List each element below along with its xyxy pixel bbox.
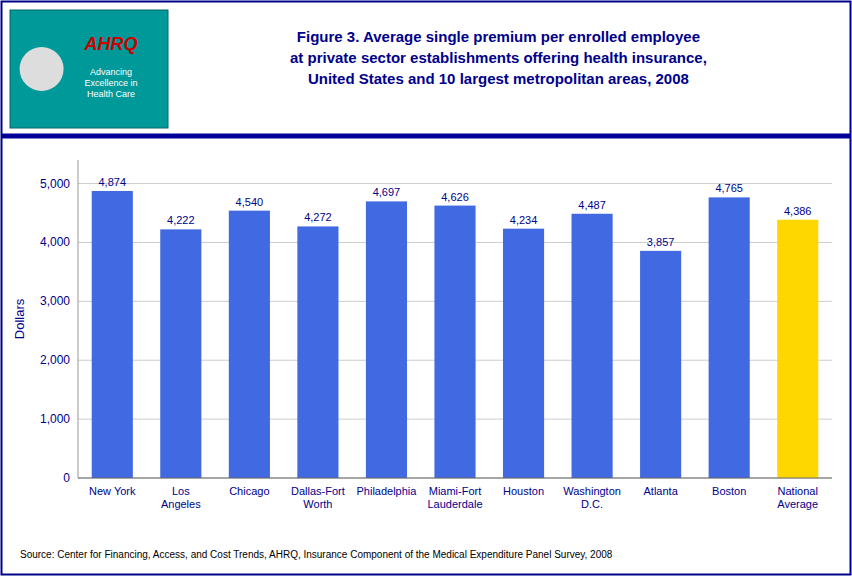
logo-tagline: AdvancingExcellence inHealth Care	[85, 67, 138, 99]
y-tick-label: 5,000	[40, 177, 70, 191]
text-line: Atlanta	[644, 485, 679, 497]
text-line: Miami-Fort	[429, 485, 482, 497]
text-line: National	[778, 485, 818, 497]
y-tick-label: 3,000	[40, 294, 70, 308]
x-tick-label: Chicago	[229, 485, 269, 497]
bar	[297, 226, 338, 478]
data-label: 4,540	[236, 196, 264, 208]
text-line: United States and 10 largest metropolita…	[308, 70, 689, 87]
logo-box	[10, 10, 168, 128]
page-border	[2, 2, 851, 575]
text-line: Angeles	[161, 498, 201, 510]
y-tick-label: 2,000	[40, 353, 70, 367]
chart-svg: AHRQ AdvancingExcellence inHealth Care Fig…	[0, 0, 852, 576]
bar	[160, 229, 201, 478]
text-line: Washington	[563, 485, 621, 497]
x-tick-label: WashingtonD.C.	[563, 485, 621, 510]
data-label: 3,857	[647, 236, 675, 248]
text-line: Lauderdale	[427, 498, 482, 510]
x-axis-line	[78, 478, 832, 479]
x-tick-label: Boston	[712, 485, 746, 497]
bar	[434, 206, 475, 478]
data-label: 4,487	[578, 199, 606, 211]
data-label: 4,386	[784, 205, 812, 217]
text-line: Health Care	[87, 89, 135, 99]
source-note: Source: Center for Financing, Access, an…	[20, 549, 613, 560]
data-label: 4,222	[167, 214, 195, 226]
text-line: Boston	[712, 485, 746, 497]
text-line: Figure 3. Average single premium per enr…	[297, 28, 700, 45]
data-label: 4,697	[373, 186, 401, 198]
text-line: New York	[89, 485, 136, 497]
logo-title: AHRQ	[84, 34, 138, 54]
data-label: 4,626	[441, 191, 469, 203]
bar	[572, 214, 613, 478]
bar	[640, 251, 681, 478]
text-line: Chicago	[229, 485, 269, 497]
x-tick-label: New York	[89, 485, 136, 497]
x-tick-label: NationalAverage	[777, 485, 818, 510]
x-tick-label: Houston	[503, 485, 544, 497]
data-label: 4,765	[715, 182, 743, 194]
data-label: 4,272	[304, 211, 332, 223]
text-line: Excellence in	[85, 78, 138, 88]
x-tick-label: Atlanta	[644, 485, 679, 497]
y-axis-line	[78, 160, 79, 478]
bar	[503, 229, 544, 478]
bar	[709, 197, 750, 478]
data-label: 4,234	[510, 214, 538, 226]
text-line: Advancing	[90, 67, 132, 77]
bars	[92, 191, 819, 478]
logo-emblem	[20, 47, 64, 91]
x-tick-label: Miami-FortLauderdale	[427, 485, 482, 510]
bar	[777, 220, 818, 478]
y-tick-label: 0	[63, 471, 70, 485]
text-line: D.C.	[581, 498, 603, 510]
x-tick-label: LosAngeles	[161, 485, 201, 510]
text-line: Houston	[503, 485, 544, 497]
header-separator	[2, 134, 850, 139]
bar	[366, 201, 407, 478]
text-line: Los	[172, 485, 190, 497]
text-line: at private sector establishments offerin…	[290, 49, 707, 66]
x-tick-label: Philadelphia	[356, 485, 417, 497]
text-line: Average	[777, 498, 818, 510]
text-line: Philadelphia	[356, 485, 417, 497]
data-label: 4,874	[99, 176, 127, 188]
bar	[229, 211, 270, 478]
text-line: Dallas-Fort	[291, 485, 345, 497]
y-tick-label: 4,000	[40, 235, 70, 249]
y-tick-label: 1,000	[40, 412, 70, 426]
y-axis-label: Dollars	[12, 298, 27, 339]
x-tick-label: Dallas-FortWorth	[291, 485, 345, 510]
grid-line	[78, 478, 832, 479]
chart-title: Figure 3. Average single premium per enr…	[290, 28, 707, 87]
text-line: Worth	[303, 498, 332, 510]
bar	[92, 191, 133, 478]
chart-container: AHRQ AdvancingExcellence inHealth Care Fig…	[0, 0, 852, 576]
